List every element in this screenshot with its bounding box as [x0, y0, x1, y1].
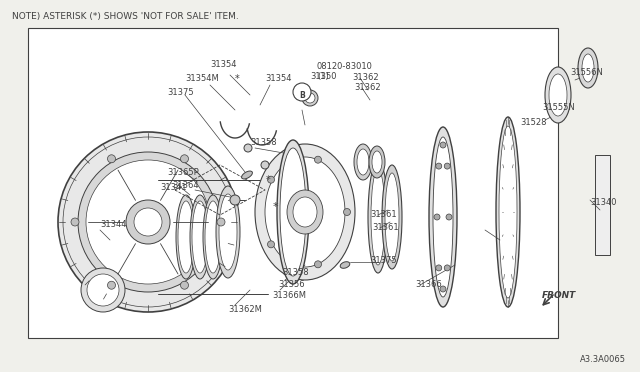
Ellipse shape [582, 54, 594, 82]
Text: A3.3A0065: A3.3A0065 [580, 355, 626, 364]
Circle shape [268, 241, 275, 248]
Ellipse shape [293, 197, 317, 227]
Ellipse shape [357, 149, 369, 175]
Circle shape [71, 218, 79, 226]
Bar [595, 155, 610, 255]
Ellipse shape [219, 194, 237, 270]
Text: *: * [266, 175, 271, 185]
Circle shape [81, 268, 125, 312]
Ellipse shape [176, 195, 196, 279]
Ellipse shape [371, 169, 385, 265]
Text: 31341: 31341 [160, 183, 186, 192]
Ellipse shape [203, 195, 223, 279]
Circle shape [58, 132, 238, 312]
Ellipse shape [372, 151, 382, 173]
Text: 31528: 31528 [520, 118, 547, 127]
Circle shape [78, 152, 218, 292]
Text: 31375: 31375 [370, 256, 397, 265]
Text: 31366: 31366 [415, 280, 442, 289]
Circle shape [440, 286, 446, 292]
Text: 31340: 31340 [590, 198, 616, 207]
Ellipse shape [499, 126, 517, 298]
Ellipse shape [178, 201, 194, 273]
Circle shape [436, 265, 442, 271]
Text: 31358: 31358 [250, 138, 276, 147]
Text: *: * [235, 74, 240, 84]
Text: B: B [299, 90, 305, 99]
Circle shape [314, 156, 321, 163]
Circle shape [244, 144, 252, 152]
Ellipse shape [549, 74, 567, 116]
Circle shape [217, 218, 225, 226]
Circle shape [108, 281, 115, 289]
Circle shape [134, 208, 162, 236]
Circle shape [108, 155, 115, 163]
Text: 31556N: 31556N [570, 68, 603, 77]
Circle shape [302, 90, 318, 106]
Ellipse shape [241, 171, 252, 179]
Circle shape [314, 261, 321, 268]
Circle shape [268, 176, 275, 183]
Circle shape [344, 208, 351, 215]
Text: 31354: 31354 [265, 74, 291, 83]
Circle shape [86, 160, 210, 284]
Ellipse shape [429, 127, 457, 307]
Ellipse shape [287, 190, 323, 234]
Circle shape [230, 195, 240, 205]
Ellipse shape [190, 195, 210, 279]
Text: 31362: 31362 [354, 83, 381, 92]
Ellipse shape [255, 144, 355, 280]
Ellipse shape [369, 146, 385, 178]
Ellipse shape [277, 140, 309, 284]
Circle shape [305, 93, 315, 103]
Circle shape [436, 163, 442, 169]
Text: 31364: 31364 [172, 181, 198, 190]
Ellipse shape [368, 161, 388, 273]
Text: 31361: 31361 [372, 223, 399, 232]
Ellipse shape [545, 67, 571, 123]
Text: 08120-83010: 08120-83010 [317, 62, 373, 71]
Ellipse shape [340, 262, 350, 268]
Circle shape [126, 200, 170, 244]
Text: 31354M: 31354M [185, 74, 219, 83]
Ellipse shape [496, 117, 520, 307]
Circle shape [261, 161, 269, 169]
Bar [28, 28, 558, 338]
Circle shape [444, 163, 451, 169]
Ellipse shape [578, 48, 598, 88]
Ellipse shape [205, 201, 221, 273]
Circle shape [180, 155, 189, 163]
Ellipse shape [216, 186, 240, 278]
Circle shape [293, 83, 311, 101]
Text: NOTE) ASTERISK (*) SHOWS 'NOT FOR SALE' ITEM.: NOTE) ASTERISK (*) SHOWS 'NOT FOR SALE' … [12, 12, 239, 21]
Circle shape [446, 214, 452, 220]
Ellipse shape [382, 165, 402, 269]
Text: 31344: 31344 [100, 220, 127, 229]
Text: 31356: 31356 [278, 280, 305, 289]
Ellipse shape [385, 173, 399, 261]
Circle shape [434, 214, 440, 220]
Ellipse shape [280, 148, 306, 276]
Ellipse shape [192, 201, 208, 273]
Circle shape [440, 142, 446, 148]
Text: 31361: 31361 [370, 210, 397, 219]
Circle shape [87, 274, 119, 306]
Text: FRONT: FRONT [542, 292, 576, 301]
Circle shape [444, 265, 451, 271]
Ellipse shape [354, 144, 372, 180]
Text: 31375: 31375 [167, 88, 194, 97]
Text: 31555N: 31555N [542, 103, 575, 112]
Text: 31365P: 31365P [167, 168, 199, 177]
Text: 31366M: 31366M [272, 291, 306, 300]
Text: (1): (1) [317, 72, 329, 81]
Text: 31350: 31350 [310, 72, 337, 81]
Ellipse shape [433, 137, 453, 297]
Text: 31362: 31362 [352, 73, 379, 82]
Text: 31358: 31358 [282, 268, 308, 277]
Ellipse shape [265, 157, 345, 267]
Circle shape [180, 281, 189, 289]
Text: *: * [272, 202, 278, 212]
Text: 31362M: 31362M [228, 305, 262, 314]
Text: 31354: 31354 [210, 60, 237, 69]
